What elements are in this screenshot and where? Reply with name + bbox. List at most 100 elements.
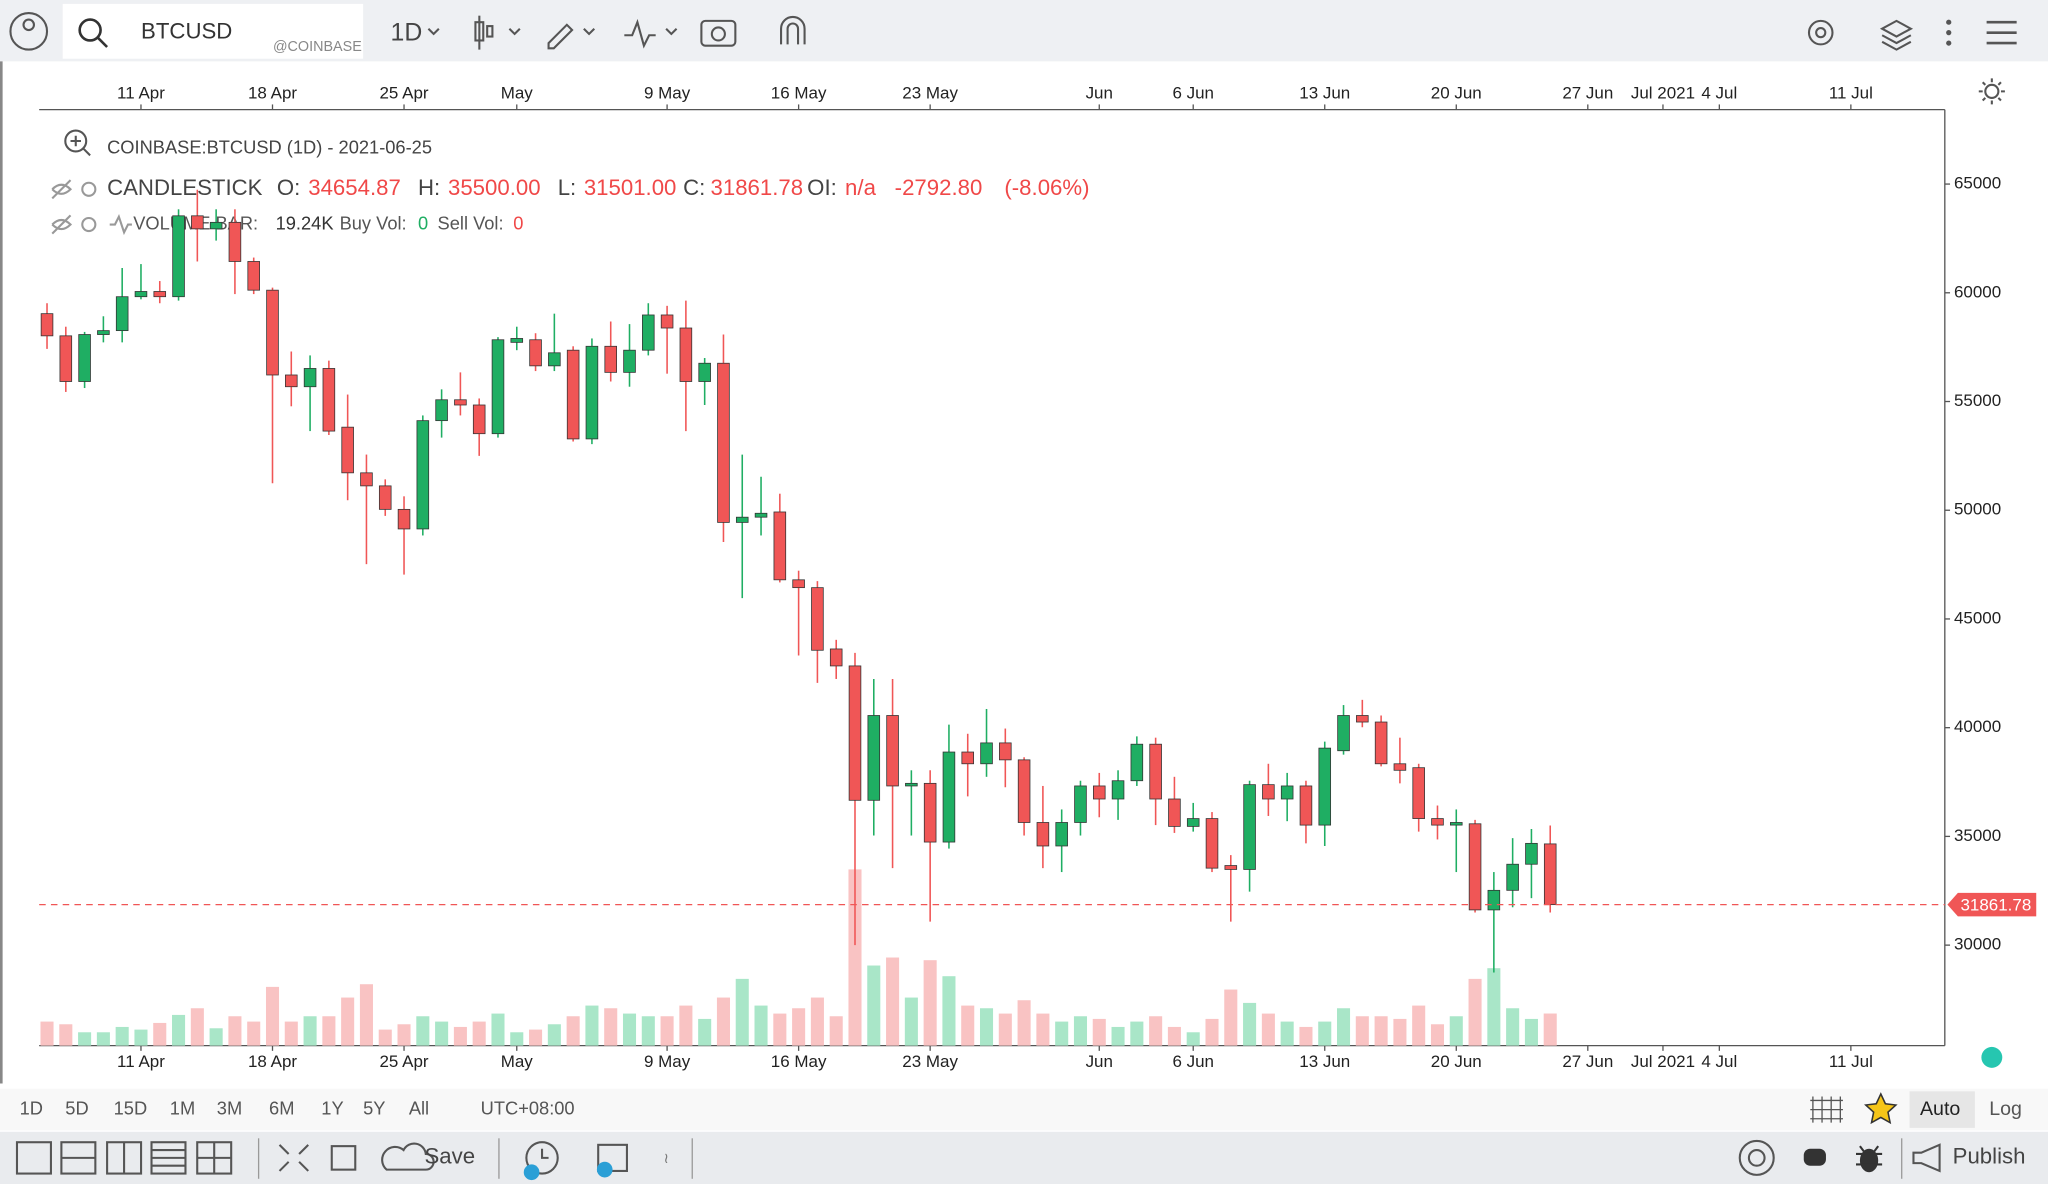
hide-icon[interactable] <box>51 179 73 200</box>
candle-body <box>172 215 185 298</box>
settings-icon[interactable] <box>81 216 97 233</box>
candle-body <box>867 715 881 801</box>
candle-body <box>585 345 599 440</box>
candle-body <box>698 362 711 382</box>
cloud-icon <box>381 1142 435 1171</box>
settings-icon[interactable] <box>81 181 97 197</box>
window-button[interactable] <box>330 1145 357 1171</box>
volume-bar <box>829 1016 843 1046</box>
candle-body <box>416 420 430 530</box>
search-box[interactable] <box>62 3 364 59</box>
candle-body <box>980 742 993 765</box>
volume-bar <box>510 1032 524 1046</box>
candle-body <box>247 261 260 291</box>
x-tick-label: 6 Jun <box>1172 1052 1214 1071</box>
candle-body <box>1262 784 1275 800</box>
range-button[interactable]: All <box>409 1097 429 1118</box>
replay-button[interactable] <box>523 1141 559 1181</box>
volume-bar <box>867 965 881 1046</box>
range-button[interactable]: 1Y <box>321 1097 343 1118</box>
range-button[interactable]: 3M <box>217 1097 242 1118</box>
volume-bar <box>848 869 862 1046</box>
candle-body <box>341 426 354 474</box>
candle-body <box>1186 818 1200 827</box>
x-tick-label: 9 May <box>644 1052 691 1071</box>
volume-bar <box>153 1022 167 1046</box>
candle-body <box>1356 715 1369 723</box>
chart-settings-button[interactable] <box>1978 78 2005 105</box>
y-tick-label: 55000 <box>1954 391 2001 410</box>
volume-bar <box>78 1032 92 1046</box>
exchange: @COINBASE <box>273 39 362 55</box>
account-button[interactable] <box>9 12 49 51</box>
candle-body <box>1130 743 1144 782</box>
compare-button[interactable] <box>596 1143 628 1178</box>
favorite-button[interactable] <box>1864 1092 1898 1125</box>
save-button[interactable]: Save <box>424 1144 475 1169</box>
drawing-button[interactable] <box>547 23 596 50</box>
change-percent: (-8.06%) <box>1004 175 1089 200</box>
timezone[interactable]: UTC+08:00 <box>481 1097 575 1118</box>
volume-bar <box>998 1013 1012 1046</box>
y-tick-label: 60000 <box>1954 282 2001 301</box>
chart-type-button[interactable] <box>474 15 521 50</box>
candle-body <box>1431 818 1444 826</box>
help-button[interactable] <box>1738 1139 1775 1176</box>
layers-button[interactable] <box>1879 19 1914 51</box>
candle-body <box>529 339 542 367</box>
volume-bar <box>284 1021 298 1046</box>
candle-body <box>679 327 693 382</box>
candle-body <box>717 362 730 523</box>
log-button[interactable]: Log <box>1989 1098 2022 1120</box>
range-button[interactable]: 6M <box>269 1097 294 1118</box>
volume-bar <box>698 1018 712 1046</box>
zoom-icon[interactable] <box>64 129 91 157</box>
x-tick-label: 11 Apr <box>117 83 165 102</box>
candle-body <box>397 508 411 530</box>
search-icon <box>78 18 102 42</box>
indicator-button[interactable] <box>624 18 678 49</box>
candle-body <box>566 349 580 440</box>
publish-button[interactable]: Publish <box>1953 1144 2026 1169</box>
grid-toggle[interactable] <box>1810 1096 1843 1123</box>
volume-bar <box>585 1005 599 1046</box>
x-tick-label: 4 Jul <box>1701 1052 1737 1071</box>
volume-bar <box>190 1008 204 1046</box>
auto-button[interactable]: Auto <box>1920 1098 1960 1120</box>
discord-button[interactable] <box>1803 1148 1826 1166</box>
interval-button[interactable]: 1D <box>391 19 423 46</box>
volume-bar <box>265 986 280 1046</box>
x-tick-label: Jun <box>1086 83 1113 102</box>
candle-body <box>1374 721 1388 765</box>
range-button[interactable]: 5D <box>65 1097 88 1118</box>
more-button[interactable] <box>1946 19 1952 46</box>
label: Buy Vol: <box>340 212 407 233</box>
candle-body <box>1205 818 1219 869</box>
volume-bar <box>303 1016 317 1046</box>
alert-icon[interactable]: ≀ <box>664 1151 669 1167</box>
candle-body <box>1543 843 1557 906</box>
y-tick-label: 40000 <box>1954 717 2001 736</box>
hide-icon[interactable] <box>51 214 73 235</box>
candle-body <box>886 715 899 787</box>
range-button[interactable]: 5Y <box>363 1097 385 1118</box>
bug-button[interactable] <box>1855 1145 1883 1173</box>
volume-bar <box>1449 1016 1463 1046</box>
fullscreen-button[interactable] <box>278 1144 309 1172</box>
volume-bar <box>1224 989 1238 1046</box>
candle-body <box>1074 785 1087 823</box>
candle-body <box>435 399 448 422</box>
range-button[interactable]: 1D <box>20 1097 43 1118</box>
y-tick-label: 65000 <box>1954 174 2001 193</box>
range-button[interactable]: 15D <box>114 1097 148 1118</box>
snapshot-button[interactable] <box>700 19 737 47</box>
magnet-button[interactable] <box>780 16 806 45</box>
settings-button[interactable] <box>1807 19 1834 46</box>
volume-bar <box>529 1029 543 1046</box>
range-button[interactable]: 1M <box>170 1097 195 1118</box>
layout-buttons[interactable] <box>15 1141 233 1175</box>
menu-button[interactable] <box>1986 20 2017 45</box>
candle-body <box>228 221 242 262</box>
candle-body <box>303 368 317 388</box>
